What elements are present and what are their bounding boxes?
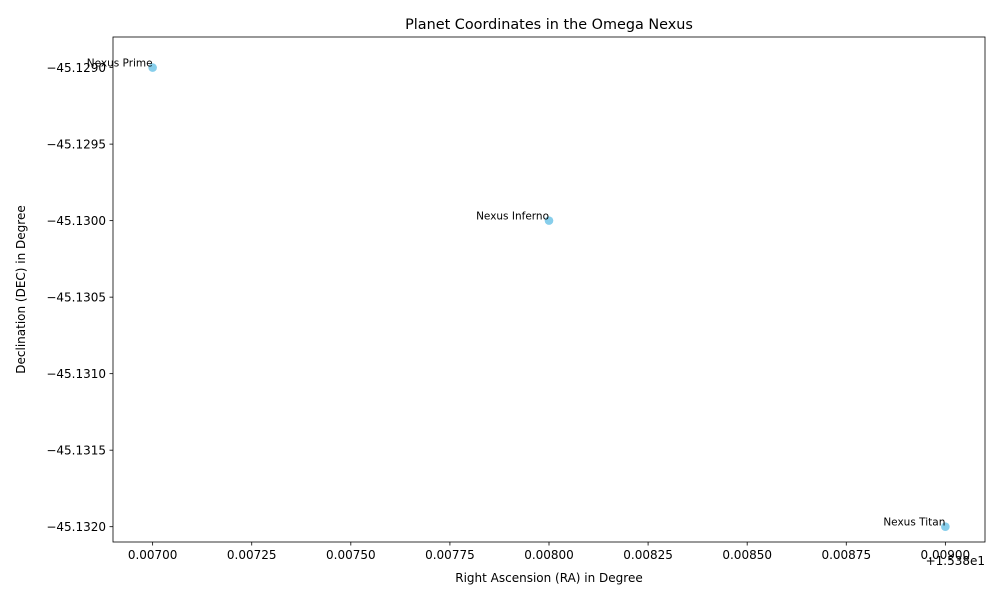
data-points: Nexus Prime Nexus Inferno Nexus Titan [87,58,950,531]
chart-title: Planet Coordinates in the Omega Nexus [405,17,693,33]
x-tick-label: 0.00725 [227,548,277,562]
y-tick-label: −45.1310 [46,367,106,381]
x-tick-label: 0.00700 [128,548,178,562]
x-tick-label: 0.00775 [425,548,475,562]
x-tick-label: 0.00850 [722,548,772,562]
y-tick-label: −45.1305 [46,290,106,304]
x-tick-label: 0.00900 [921,548,971,562]
point-label: Nexus Prime [87,58,153,70]
y-tick-label: −45.1300 [46,214,106,228]
x-axis: 0.00700 0.00725 0.00750 0.00775 0.00800 0.008… [128,542,970,562]
y-tick-label: −45.1290 [46,61,106,75]
data-point [941,522,950,531]
data-point [148,63,157,72]
y-tick-label: −45.1295 [46,137,106,151]
y-tick-label: −45.1320 [46,520,106,534]
x-axis-offset-label: +1.538e1 [926,554,985,568]
x-axis-label: Right Ascension (RA) in Degree [455,571,642,585]
x-tick-label: 0.00750 [326,548,376,562]
x-tick-label: 0.00825 [623,548,673,562]
y-tick-label: −45.1315 [46,443,106,457]
plot-area [112,36,986,543]
point-label: Nexus Inferno [476,211,549,223]
y-axis-label: Declination (DEC) in Degree [14,205,28,373]
data-point [544,216,554,225]
y-axis: −45.1290 −45.1295 −45.1300 −45.1305 −45.1310… [46,61,113,534]
x-tick-label: 0.00875 [821,548,871,562]
point-label: Nexus Titan [883,517,945,529]
x-tick-label: 0.00800 [524,548,574,562]
